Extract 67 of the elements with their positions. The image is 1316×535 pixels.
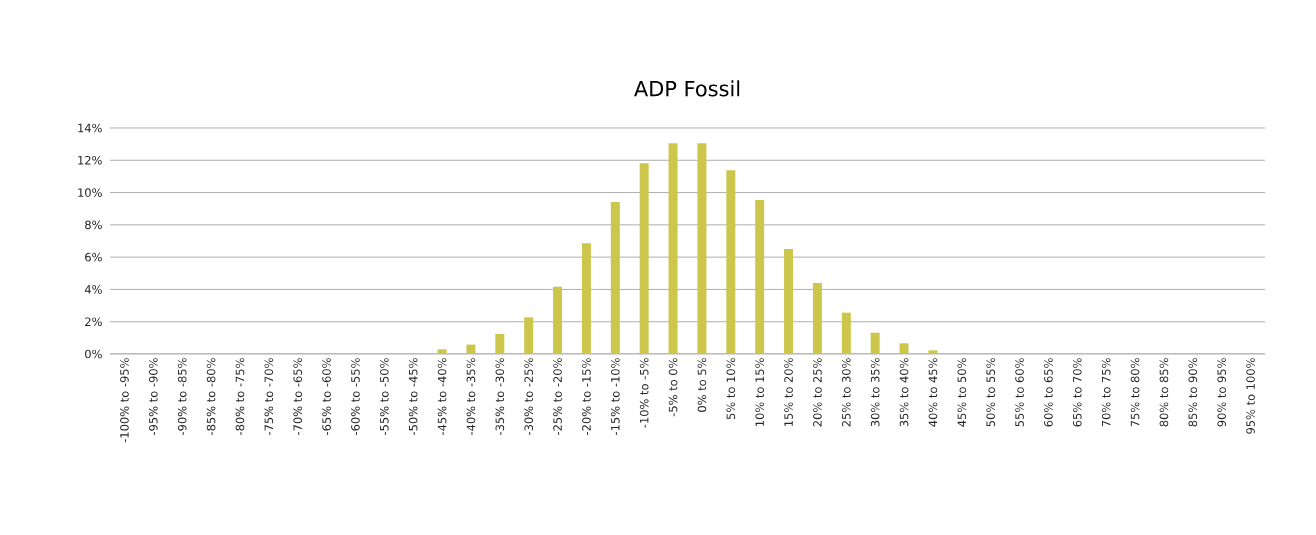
bar (841, 312, 851, 354)
y-tick-label: 14% (78, 123, 102, 133)
x-tick-label: 10% to 15% (755, 358, 765, 426)
bar (784, 249, 794, 354)
x-tick-label: -100% to -95% (120, 358, 129, 443)
x-tick-label: 45% to 50% (957, 358, 967, 427)
x-tick-label: 35% to 40% (899, 358, 909, 427)
x-tick-label: 70% to 75% (1101, 358, 1111, 427)
y-tick-label: 0% (85, 349, 102, 359)
x-tick-label: 30% to 35% (870, 358, 880, 427)
y-tick-label: 8% (85, 220, 102, 230)
x-tick-label: -10% to -5% (639, 358, 649, 428)
bar (437, 349, 447, 354)
bar (524, 317, 534, 354)
y-tick-label: 12% (78, 155, 102, 165)
x-tick-label: 0% to 5% (697, 358, 707, 412)
x-tick-label: -25% to -20% (553, 358, 562, 435)
y-tick-label: 6% (85, 252, 102, 262)
x-tick-label: 55% to 60% (1015, 358, 1024, 427)
x-tick-label: 85% to 90% (1188, 358, 1198, 427)
bar (755, 199, 765, 354)
x-tick-label: 5% to 10% (726, 358, 736, 420)
x-tick-label: -65% to -60% (322, 358, 331, 435)
y-tick-label: 2% (85, 317, 102, 327)
y-tick-label: 10% (78, 188, 102, 197)
x-tick-label: 80% to 85% (1159, 358, 1169, 427)
bar (553, 286, 563, 354)
x-tick-label: 15% to 20% (784, 358, 793, 426)
x-tick-label: -40% to -35% (466, 358, 476, 435)
bar (726, 170, 736, 354)
x-tick-label: -80% to -75% (235, 358, 245, 435)
bar (466, 344, 476, 354)
x-tick-label: -70% to -65% (293, 358, 303, 435)
bar (639, 163, 649, 354)
x-tick-label: 40% to 45% (928, 358, 938, 427)
x-tick-label: -35% to -30% (495, 358, 505, 435)
x-tick-label: -60% to -55% (351, 358, 360, 435)
bar (610, 201, 620, 354)
x-tick-label: 75% to 80% (1130, 358, 1140, 427)
bar (495, 333, 505, 354)
bar (899, 343, 909, 354)
x-tick-label: -20% to -15% (582, 358, 591, 435)
x-tick-label: 90% to 95% (1217, 358, 1226, 427)
x-tick-label: -5% to 0% (668, 358, 678, 417)
y-tick-label: 4% (84, 285, 102, 294)
x-tick-label: -90% to -85% (177, 358, 187, 435)
x-tick-label: 60% to 65% (1044, 358, 1053, 427)
x-tick-label: 50% to 55% (986, 358, 995, 427)
x-tick-label: -55% to -50% (379, 358, 389, 435)
x-tick-label: -95% to -90% (148, 358, 158, 435)
x-tick-label: -85% to -80% (206, 358, 216, 435)
bar (870, 332, 880, 354)
bar (668, 143, 678, 354)
bar (697, 143, 707, 354)
bar (928, 350, 938, 354)
x-tick-label: -75% to -70% (264, 358, 274, 435)
x-tick-label: -30% to -25% (524, 358, 534, 435)
bar (812, 282, 822, 354)
x-tick-label: 25% to 30% (841, 358, 851, 427)
x-tick-label: 65% to 70% (1072, 358, 1082, 427)
x-tick-label: -50% to -45% (408, 358, 418, 435)
chart-title: ADP Fossil (634, 80, 740, 97)
x-tick-label: -45% to -40% (437, 358, 447, 435)
x-tick-label: 20% to 25% (813, 358, 822, 427)
x-tick-label: 95% to 100% (1246, 358, 1255, 434)
x-tick-label: -15% to -10% (610, 358, 620, 435)
bar (581, 243, 591, 354)
